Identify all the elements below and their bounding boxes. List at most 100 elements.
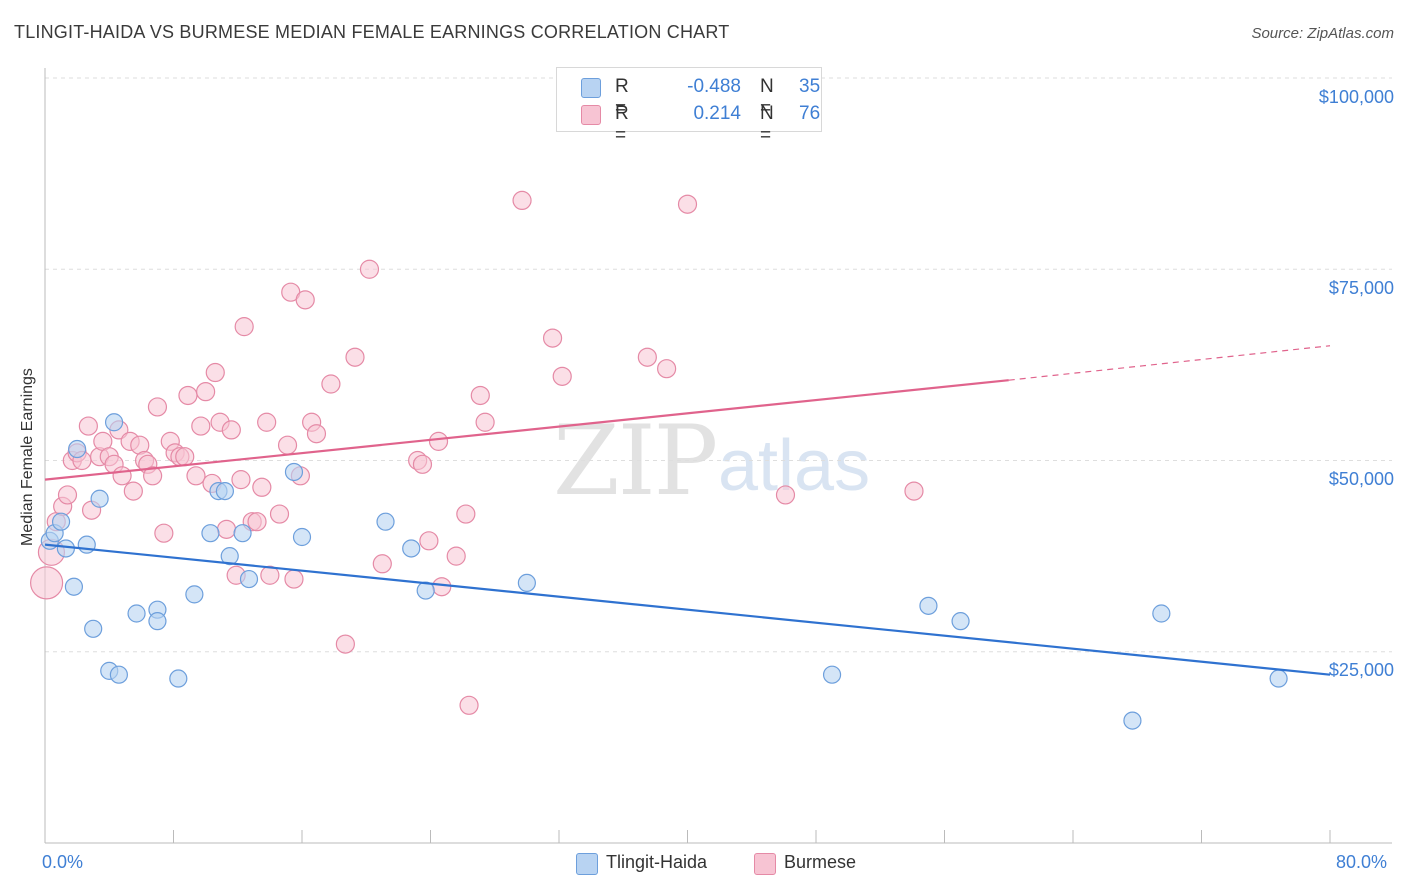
n-value: 76 [799, 103, 821, 124]
tlingit-haida-trendline [44, 543, 1331, 676]
tlingit-haida-point [169, 669, 188, 688]
tlingit-haida-point [517, 573, 536, 593]
burmese-point [216, 519, 237, 539]
tlingit-haida-point [292, 527, 312, 547]
burmese-point [178, 385, 198, 406]
burmese-point [321, 374, 341, 394]
burmese-point [459, 695, 479, 715]
burmese-point [147, 397, 168, 417]
tlingit-haida-point [51, 512, 71, 531]
burmese-point [542, 328, 563, 348]
tlingit-haida-point [201, 524, 220, 543]
legend-label: Burmese [784, 852, 857, 872]
burmese-trendline-extension [1008, 345, 1331, 381]
y-tick-label: $50,000 [1328, 469, 1394, 489]
burmese-point [372, 554, 392, 574]
burmese-point [205, 362, 225, 383]
y-tick-label: $25,000 [1328, 660, 1394, 680]
blue-swatch-icon [576, 853, 598, 875]
burmese-point [432, 577, 452, 597]
burmese-point [257, 412, 277, 432]
burmese-point [475, 412, 495, 432]
tlingit-haida-point [402, 539, 421, 558]
tlingit-haida-point [215, 482, 234, 501]
tlingit-haida-point [919, 596, 938, 615]
tlingit-haida-point [220, 547, 239, 566]
burmese-point [412, 454, 433, 474]
source-credit: Source: ZipAtlas.com [1251, 25, 1394, 42]
stats-legend: R = -0.488 N = 35 R = 0.214 N = 76 [556, 67, 822, 146]
burmese-point [175, 447, 195, 467]
burmese-point [456, 504, 476, 524]
n-value: 35 [799, 76, 821, 97]
pink-swatch-icon [754, 853, 776, 875]
burmese-point [186, 466, 206, 486]
burmese-point [260, 565, 280, 585]
n-label: N = [760, 76, 774, 119]
burmese-point [512, 190, 532, 210]
burmese-point [295, 290, 315, 310]
burmese-point [277, 435, 298, 455]
blue-swatch-icon [581, 78, 601, 98]
tlingit-haida-point [185, 585, 204, 604]
burmese-point [231, 470, 251, 490]
tlingit-haida-point [104, 413, 124, 432]
burmese-point [446, 546, 466, 566]
burmese-point [269, 504, 290, 524]
burmese-point [637, 347, 657, 367]
n-label: N = [760, 103, 774, 146]
burmese-point [419, 531, 439, 551]
burmese-point [143, 466, 163, 486]
tlingit-haida-point [64, 577, 84, 596]
burmese-point [345, 347, 365, 367]
r-label: R = [615, 76, 629, 119]
burmese-point [247, 512, 267, 532]
burmese-point [234, 317, 254, 337]
tlingit-haida-point [239, 569, 259, 589]
tlingit-haida-point [77, 535, 96, 554]
tlingit-haida-point [822, 665, 842, 684]
tlingit-haida-point [84, 619, 103, 638]
burmese-point [775, 485, 796, 505]
burmese-point [252, 477, 272, 497]
burmese-point [359, 259, 380, 279]
burmese-point [123, 481, 143, 501]
pink-swatch-icon [581, 105, 601, 125]
burmese-point [154, 523, 174, 543]
chart-title: TLINGIT-HAIDA VS BURMESE MEDIAN FEMALE E… [14, 22, 730, 42]
r-label: R = [615, 103, 629, 146]
burmese-point [112, 466, 132, 486]
burmese-point [657, 359, 677, 379]
y-axis-label: Median Female Earnings [19, 368, 36, 546]
y-tick-label: $100,000 [1318, 87, 1394, 107]
tlingit-haida-point [951, 612, 970, 631]
burmese-point [470, 385, 490, 406]
burmese-point [221, 420, 241, 440]
legend-label: Tlingit-Haida [606, 852, 708, 872]
burmese-point [191, 416, 211, 436]
tlingit-haida-point [90, 489, 109, 508]
burmese-point [30, 566, 64, 600]
r-value: 0.214 [693, 103, 741, 124]
tlingit-haida-point [1152, 604, 1171, 623]
tlingit-haida-point [109, 665, 128, 684]
tlingit-haida-point [127, 604, 146, 623]
tlingit-haida-point [376, 512, 395, 531]
tlingit-haida-point [148, 612, 167, 631]
x-tick-label-max: 80.0% [1336, 852, 1388, 872]
tlingit-haida-point [56, 539, 75, 558]
y-tick-label: $75,000 [1328, 278, 1394, 298]
tlingit-haida-point [1123, 711, 1142, 730]
burmese-point [428, 431, 449, 451]
burmese-trendline [44, 379, 1009, 481]
tlingit-haida-point [284, 462, 304, 482]
burmese-point [57, 485, 78, 505]
burmese-point [904, 481, 924, 501]
tlingit-haida-point [1269, 669, 1288, 688]
burmese-point [552, 366, 572, 386]
burmese-point [677, 194, 698, 214]
tlingit-haida-point [416, 581, 435, 600]
burmese-point [306, 424, 327, 444]
tlingit-haida-point [233, 524, 252, 543]
tlingit-haida-point [68, 439, 87, 459]
